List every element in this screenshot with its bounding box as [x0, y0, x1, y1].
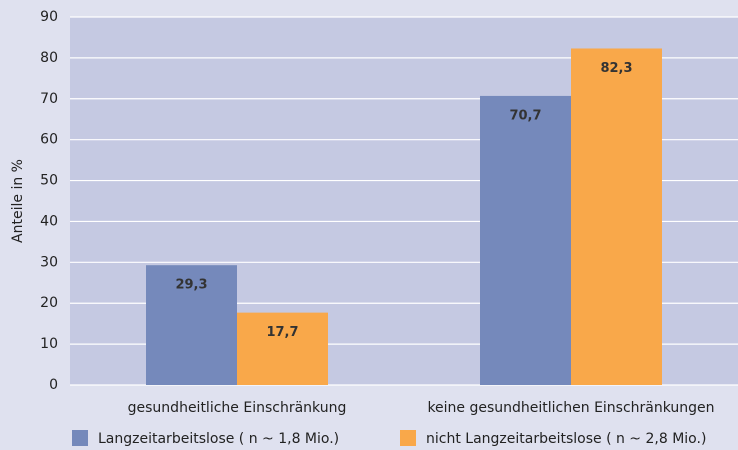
y-tick-label: 70	[40, 91, 58, 107]
legend-label: nicht Langzeitarbeitslose ( n ~ 2,8 Mio.…	[426, 431, 706, 447]
y-tick-label: 10	[40, 336, 58, 352]
value-label: 70,7	[509, 108, 541, 123]
y-tick-label: 20	[40, 295, 58, 311]
y-tick-label: 30	[40, 254, 58, 270]
value-label: 82,3	[600, 61, 632, 76]
bar	[237, 312, 328, 385]
x-tick-label: gesundheitliche Einschränkung	[128, 400, 347, 416]
x-tick-label: keine gesundheitlichen Einschränkungen	[427, 400, 714, 416]
y-tick-label: 0	[49, 377, 58, 393]
y-tick-label: 40	[40, 213, 58, 229]
y-tick-label: 80	[40, 50, 58, 66]
y-tick-label: 60	[40, 132, 58, 148]
bar	[146, 265, 237, 385]
y-tick-label: 50	[40, 173, 58, 189]
value-label: 29,3	[175, 278, 207, 293]
y-tick-label: 90	[40, 9, 58, 25]
legend-label: Langzeitarbeitslose ( n ~ 1,8 Mio.)	[98, 431, 339, 447]
legend-swatch	[72, 430, 88, 446]
bar	[571, 48, 662, 386]
bar	[480, 95, 571, 385]
legend-swatch	[400, 430, 416, 446]
value-label: 17,7	[266, 325, 298, 340]
y-axis-label: Anteile in %	[10, 159, 26, 243]
